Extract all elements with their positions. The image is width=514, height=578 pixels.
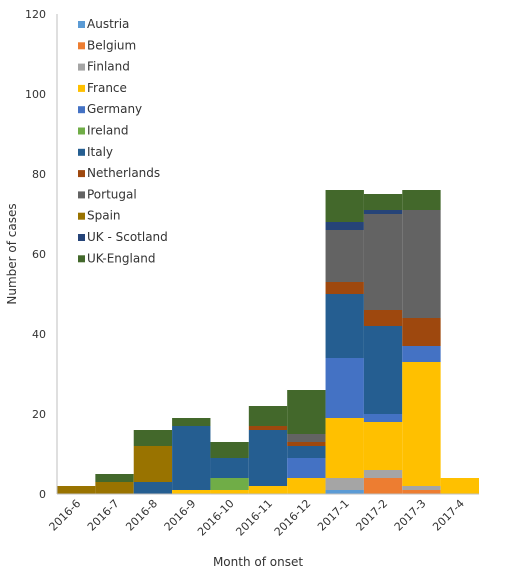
bar-segment-italy-2016-10	[210, 458, 249, 478]
y-tick-label: 80	[32, 168, 46, 181]
bar-segment-ireland-2016-10	[210, 478, 249, 490]
y-tick-label: 40	[32, 328, 46, 341]
bar-segment-uk-england-2017-3	[402, 190, 441, 210]
legend-label: France	[87, 81, 127, 95]
bar-layer	[57, 190, 479, 494]
x-axis-title: Month of onset	[213, 555, 303, 569]
bar-segment-uk-england-2016-12	[287, 390, 326, 434]
bar-segment-finland-2017-3	[402, 486, 441, 490]
y-tick-label: 0	[39, 488, 46, 501]
y-tick-labels: 0 20 40 60 80 100 120	[25, 8, 46, 501]
legend-label: Italy	[87, 145, 113, 159]
bar-segment-spain-2016-8	[133, 446, 173, 482]
legend-swatch	[78, 106, 85, 114]
x-tick-label: 2016-12	[272, 497, 314, 539]
y-tick-label: 60	[32, 248, 46, 261]
legend-swatch	[78, 42, 85, 50]
legend-label: Netherlands	[87, 166, 160, 180]
legend-swatch	[78, 234, 85, 241]
bar-segment-portugal-2017-2	[363, 214, 403, 310]
bar-segment-belgium-2017-3	[402, 490, 441, 494]
bar-segment-germany-2017-2	[363, 414, 403, 422]
x-tick-label: 2016-7	[85, 497, 122, 534]
legend-label: Germany	[87, 102, 142, 116]
bar-segment-netherlands-2017-1	[325, 282, 364, 294]
bar-segment-netherlands-2016-11	[248, 426, 288, 430]
legend-swatch	[78, 127, 85, 135]
bar-segment-germany-2017-1	[325, 358, 364, 418]
y-tick-label: 100	[25, 88, 46, 101]
bar-segment-france-2017-1	[325, 418, 364, 478]
bar-segment-uk-england-2016-11	[248, 406, 288, 426]
x-tick-label: 2017-3	[392, 497, 429, 534]
legend-swatch	[78, 170, 85, 178]
x-tick-label: 2017-2	[353, 497, 390, 534]
legend-label: Portugal	[87, 187, 137, 201]
legend-swatch	[78, 212, 85, 220]
y-tick-label: 120	[25, 8, 46, 21]
legend-label: Austria	[87, 17, 129, 31]
legend-label: UK-England	[87, 251, 155, 265]
bar-segment-netherlands-2017-3	[402, 318, 441, 346]
bar-segment-italy-2016-8	[133, 482, 173, 494]
bar-segment-uk-england-2016-7	[95, 474, 134, 482]
bar-segment-france-2017-2	[363, 422, 403, 470]
legend-swatch	[78, 63, 85, 71]
legend-label: UK - Scotland	[87, 230, 168, 244]
bar-segment-finland-2017-1	[325, 478, 364, 490]
x-tick-label: 2016-11	[233, 497, 275, 539]
legend-label: Belgium	[87, 38, 136, 52]
bar-segment-spain-2016-7	[95, 482, 134, 494]
bar-segment-spain-2016-6	[57, 486, 96, 494]
x-tick-label: 2016-9	[162, 497, 199, 534]
legend-label: Ireland	[87, 124, 129, 138]
bar-segment-italy-2016-12	[287, 446, 326, 458]
legend-label: Finland	[87, 60, 130, 74]
legend-swatch	[78, 255, 85, 263]
legend: Austria Belgium Finland France Germany Irelan…	[78, 17, 168, 265]
bar-segment-netherlands-2016-12	[287, 442, 326, 446]
bar-segment-portugal-2016-12	[287, 434, 326, 442]
x-tick-label: 2016-6	[47, 497, 84, 534]
x-tick-label: 2017-4	[430, 497, 467, 534]
bar-segment-italy-2017-2	[363, 326, 403, 414]
bar-segment-germany-2017-3	[402, 346, 441, 362]
bar-segment-france-2016-11	[248, 486, 288, 494]
bar-segment-austria-2017-1	[325, 490, 364, 494]
bar-segment-uk-england-2017-2	[363, 194, 403, 210]
y-axis-title: Number of cases	[5, 203, 19, 304]
bar-segment-italy-2016-9	[172, 426, 211, 490]
bar-segment-belgium-2017-2	[363, 478, 403, 494]
bar-segment-italy-2017-1	[325, 294, 364, 358]
bar-segment-uk-england-2017-1	[325, 190, 364, 222]
bar-segment-portugal-2017-3	[402, 210, 441, 318]
bar-segment-uk-scotland-2017-2	[363, 210, 403, 214]
bar-segment-netherlands-2017-2	[363, 310, 403, 326]
bar-segment-france-2016-9	[172, 490, 211, 494]
legend-swatch	[78, 191, 85, 199]
bar-segment-uk-scotland-2017-1	[325, 222, 364, 230]
bar-segment-france-2017-4	[440, 478, 479, 494]
bar-segment-france-2017-3	[402, 362, 441, 486]
x-tick-labels: 2016-6 2016-7 2016-8 2016-92016-102016-1120…	[47, 497, 467, 539]
bar-segment-uk-england-2016-8	[133, 430, 173, 446]
axes-layer	[56, 14, 479, 495]
bar-segment-uk-england-2016-10	[210, 442, 249, 458]
x-tick-label: 2017-1	[315, 497, 352, 534]
bar-segment-italy-2016-11	[248, 430, 288, 486]
legend-swatch	[78, 84, 85, 92]
bar-segment-uk-england-2016-9	[172, 418, 211, 426]
legend-swatch	[78, 148, 85, 156]
x-tick-label: 2016-10	[195, 497, 237, 539]
bar-segment-france-2016-10	[210, 490, 249, 494]
bar-segment-germany-2016-12	[287, 458, 326, 478]
legend-label: Spain	[87, 209, 121, 223]
bar-segment-finland-2017-2	[363, 470, 403, 478]
y-tick-label: 20	[32, 408, 46, 421]
x-tick-label: 2016-8	[123, 497, 160, 534]
bar-segment-france-2016-12	[287, 478, 326, 494]
legend-swatch	[78, 21, 85, 28]
bar-segment-portugal-2017-1	[325, 230, 364, 282]
